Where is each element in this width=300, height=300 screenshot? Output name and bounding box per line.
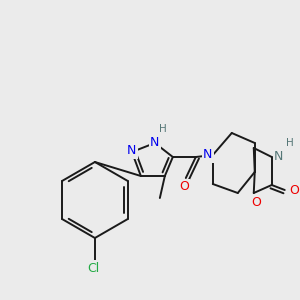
Text: H: H bbox=[286, 138, 294, 148]
Text: O: O bbox=[251, 196, 261, 208]
Text: O: O bbox=[179, 181, 189, 194]
Text: N: N bbox=[203, 148, 212, 161]
Text: N: N bbox=[274, 149, 284, 163]
Text: H: H bbox=[159, 124, 167, 134]
Text: Cl: Cl bbox=[87, 262, 99, 275]
Text: O: O bbox=[289, 184, 299, 197]
Text: N: N bbox=[127, 145, 136, 158]
Text: N: N bbox=[150, 136, 160, 148]
